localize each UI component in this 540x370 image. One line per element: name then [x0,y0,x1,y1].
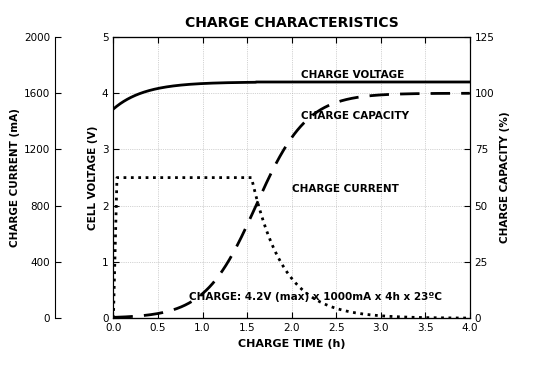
Text: CHARGE VOLTAGE: CHARGE VOLTAGE [300,70,404,80]
Text: CHARGE CURRENT: CHARGE CURRENT [292,184,399,194]
Y-axis label: CELL VOLTAGE (V): CELL VOLTAGE (V) [87,125,98,230]
Y-axis label: CHARGE CURRENT (mA): CHARGE CURRENT (mA) [10,108,20,247]
Y-axis label: CHARGE CAPACITY (%): CHARGE CAPACITY (%) [500,112,510,243]
Title: CHARGE CHARACTERISTICS: CHARGE CHARACTERISTICS [185,16,399,30]
X-axis label: CHARGE TIME (h): CHARGE TIME (h) [238,339,346,349]
Text: CHARGE: 4.2V (max) x 1000mA x 4h x 23ºC: CHARGE: 4.2V (max) x 1000mA x 4h x 23ºC [189,292,442,302]
Text: CHARGE CAPACITY: CHARGE CAPACITY [300,111,409,121]
